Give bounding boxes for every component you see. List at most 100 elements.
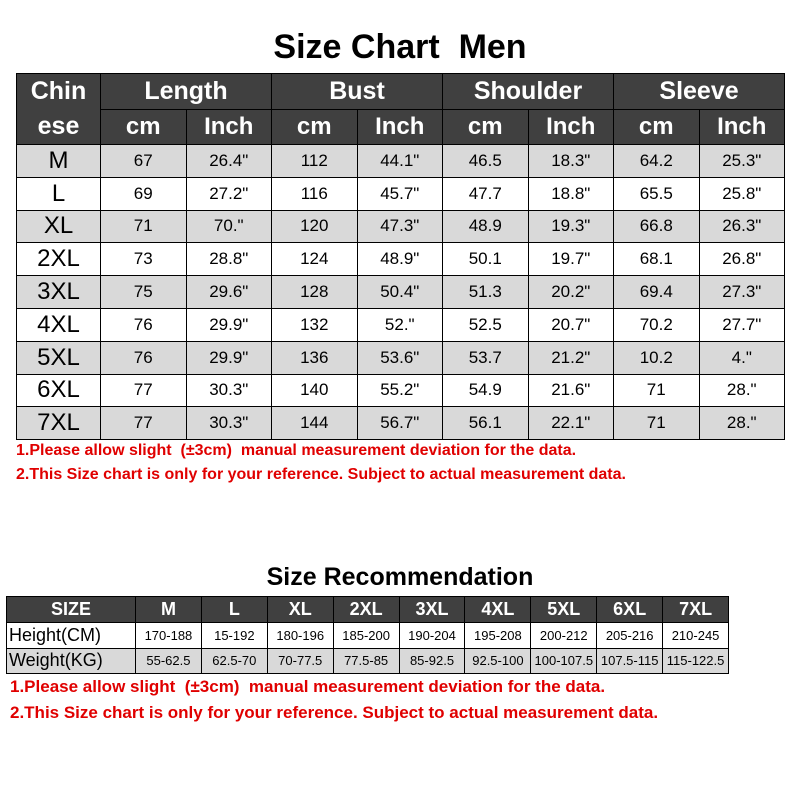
size-cell: 6XL — [16, 373, 101, 408]
header-cell: XL — [266, 596, 334, 623]
measurement-cell: 19.7" — [527, 242, 615, 277]
measurement-cell: 19.3" — [527, 209, 615, 244]
measurement-cell: 71 — [613, 406, 700, 441]
measurement-cell: 66.8 — [613, 209, 700, 244]
size-cell: 7XL — [16, 406, 101, 441]
range-cell: 180-196 — [266, 622, 334, 649]
measurement-cell: 10.2 — [613, 340, 700, 375]
measurement-cell: 64.2 — [613, 144, 700, 178]
measurement-cell: 48.9" — [356, 242, 444, 277]
measurement-cell: 45.7" — [356, 176, 444, 211]
measurement-cell: 18.8" — [527, 176, 615, 211]
range-cell: 210-245 — [662, 622, 730, 649]
measurement-cell: 76 — [100, 340, 187, 375]
row-label: Weight(KG) — [6, 647, 136, 674]
measurement-cell: 51.3 — [442, 275, 529, 309]
measurement-cell: 112 — [271, 144, 358, 178]
title: Size Chart Men — [273, 28, 527, 66]
note: 1.Please allow slight (±3cm) manual meas… — [10, 677, 606, 696]
note: 2.This Size chart is only for your refer… — [16, 466, 626, 483]
header-cell: M — [135, 596, 202, 623]
size-row: XL 71 70." 120 47.3" 48.9 19.3" 66.8 26.3" — [16, 209, 786, 244]
measurement-cell: 70." — [185, 209, 273, 244]
header-cell: L — [200, 596, 268, 623]
measurement-cell: 76 — [100, 307, 187, 342]
size-row: 2XL 73 28.8" 124 48.9" 50.1 19.7" 68.1 26.8" — [16, 242, 786, 277]
range-cell: 195-208 — [464, 622, 532, 649]
range-cell: 185-200 — [332, 622, 400, 649]
group-header: Shoulder — [442, 73, 615, 110]
header-cell: 5XL — [530, 596, 598, 623]
size-cell: 4XL — [16, 307, 101, 342]
measurement-cell: 27.2" — [185, 176, 273, 211]
measurement-cell: 65.5 — [613, 176, 700, 211]
measurement-cell: 52." — [356, 307, 444, 342]
measurement-cell: 128 — [271, 275, 358, 309]
measurement-cell: 30.3" — [185, 406, 273, 441]
measurement-cell: 56.7" — [356, 406, 444, 441]
measurement-cell: 50.4" — [356, 275, 444, 309]
note: 2.This Size chart is only for your refer… — [10, 703, 659, 722]
measurement-cell: 30.3" — [185, 373, 273, 408]
measurement-cell: 54.9 — [442, 373, 529, 408]
range-cell: 107.5-115 — [596, 647, 664, 674]
measurement-cell: 28.8" — [185, 242, 273, 277]
size-row: 6XL 77 30.3" 140 55.2" 54.9 21.6" 71 28." — [16, 373, 786, 408]
corner-text: Chin — [30, 77, 87, 105]
unit-header: Inch — [698, 108, 786, 145]
measurement-cell: 50.1 — [442, 242, 529, 277]
recommendation-row: Weight(KG) 55-62.5 62.5-70 70-77.5 77.5-85 85… — [6, 647, 795, 674]
measurement-cell: 75 — [100, 275, 187, 309]
measurement-cell: 26.4" — [185, 144, 273, 178]
recommendation-title: Size Recommendation — [266, 563, 534, 591]
measurement-cell: 47.7 — [442, 176, 529, 211]
measurement-cell: 69 — [100, 176, 187, 211]
range-cell: 200-212 — [530, 622, 598, 649]
measurement-cell: 77 — [100, 406, 187, 441]
measurement-cell: 70.2 — [613, 307, 700, 342]
range-cell: 15-192 — [200, 622, 268, 649]
header-cell: SIZE — [6, 596, 136, 623]
measurement-cell: 56.1 — [442, 406, 529, 441]
group-header: Sleeve — [613, 73, 786, 110]
group-header: Length — [99, 73, 273, 110]
unit-header: Inch — [527, 108, 615, 145]
size-row: L 69 27.2" 116 45.7" 47.7 18.8" 65.5 25.8" — [16, 176, 786, 211]
measurement-cell: 27.7" — [698, 307, 786, 342]
measurement-cell: 73 — [100, 242, 187, 277]
measurement-cell: 53.6" — [356, 340, 444, 375]
measurement-cell: 144 — [271, 406, 358, 441]
recommendation-table: SIZE M L XL 2XL 3XL 4XL 5XL 6XL 7XL Height(CM) 170-… — [6, 596, 795, 674]
group-header: Bust — [271, 73, 444, 110]
size-row: 7XL 77 30.3" 144 56.7" 56.1 22.1" 71 28." — [16, 406, 786, 441]
measurement-cell: 140 — [271, 373, 358, 408]
measurement-cell: 68.1 — [613, 242, 700, 277]
measurement-cell: 26.3" — [698, 209, 786, 244]
unit-header: cm — [271, 108, 358, 145]
measurement-cell: 25.3" — [698, 144, 786, 178]
range-cell: 85-92.5 — [398, 647, 466, 674]
unit-header: Inch — [185, 108, 273, 145]
size-cell: L — [16, 176, 101, 211]
range-cell: 92.5-100 — [464, 647, 532, 674]
measurement-cell: 21.2" — [527, 340, 615, 375]
range-cell: 115-122.5 — [662, 647, 730, 674]
header-row: SIZE M L XL 2XL 3XL 4XL 5XL 6XL 7XL — [6, 596, 795, 623]
measurement-cell: 47.3" — [356, 209, 444, 244]
size-cell: 3XL — [16, 275, 101, 309]
measurement-cell: 53.7 — [442, 340, 529, 375]
header-cell: 7XL — [662, 596, 730, 623]
size-chart-table: Chin ese Length Bust Shoulder Sleeve cm Inch cm I… — [16, 73, 786, 441]
measurement-cell: 132 — [271, 307, 358, 342]
measurement-cell: 27.3" — [698, 275, 786, 309]
range-cell: 100-107.5 — [530, 647, 598, 674]
measurement-cell: 20.7" — [527, 307, 615, 342]
range-cell: 170-188 — [135, 622, 202, 649]
row-label: Height(CM) — [6, 622, 136, 649]
measurement-cell: 29.9" — [185, 307, 273, 342]
recommendation-row: Height(CM) 170-188 15-192 180-196 185-200 190… — [6, 622, 795, 649]
header-cell: 6XL — [596, 596, 664, 623]
unit-row: cm Inch cm Inch cm Inch cm Inch — [17, 108, 786, 145]
range-cell: 55-62.5 — [135, 647, 202, 674]
